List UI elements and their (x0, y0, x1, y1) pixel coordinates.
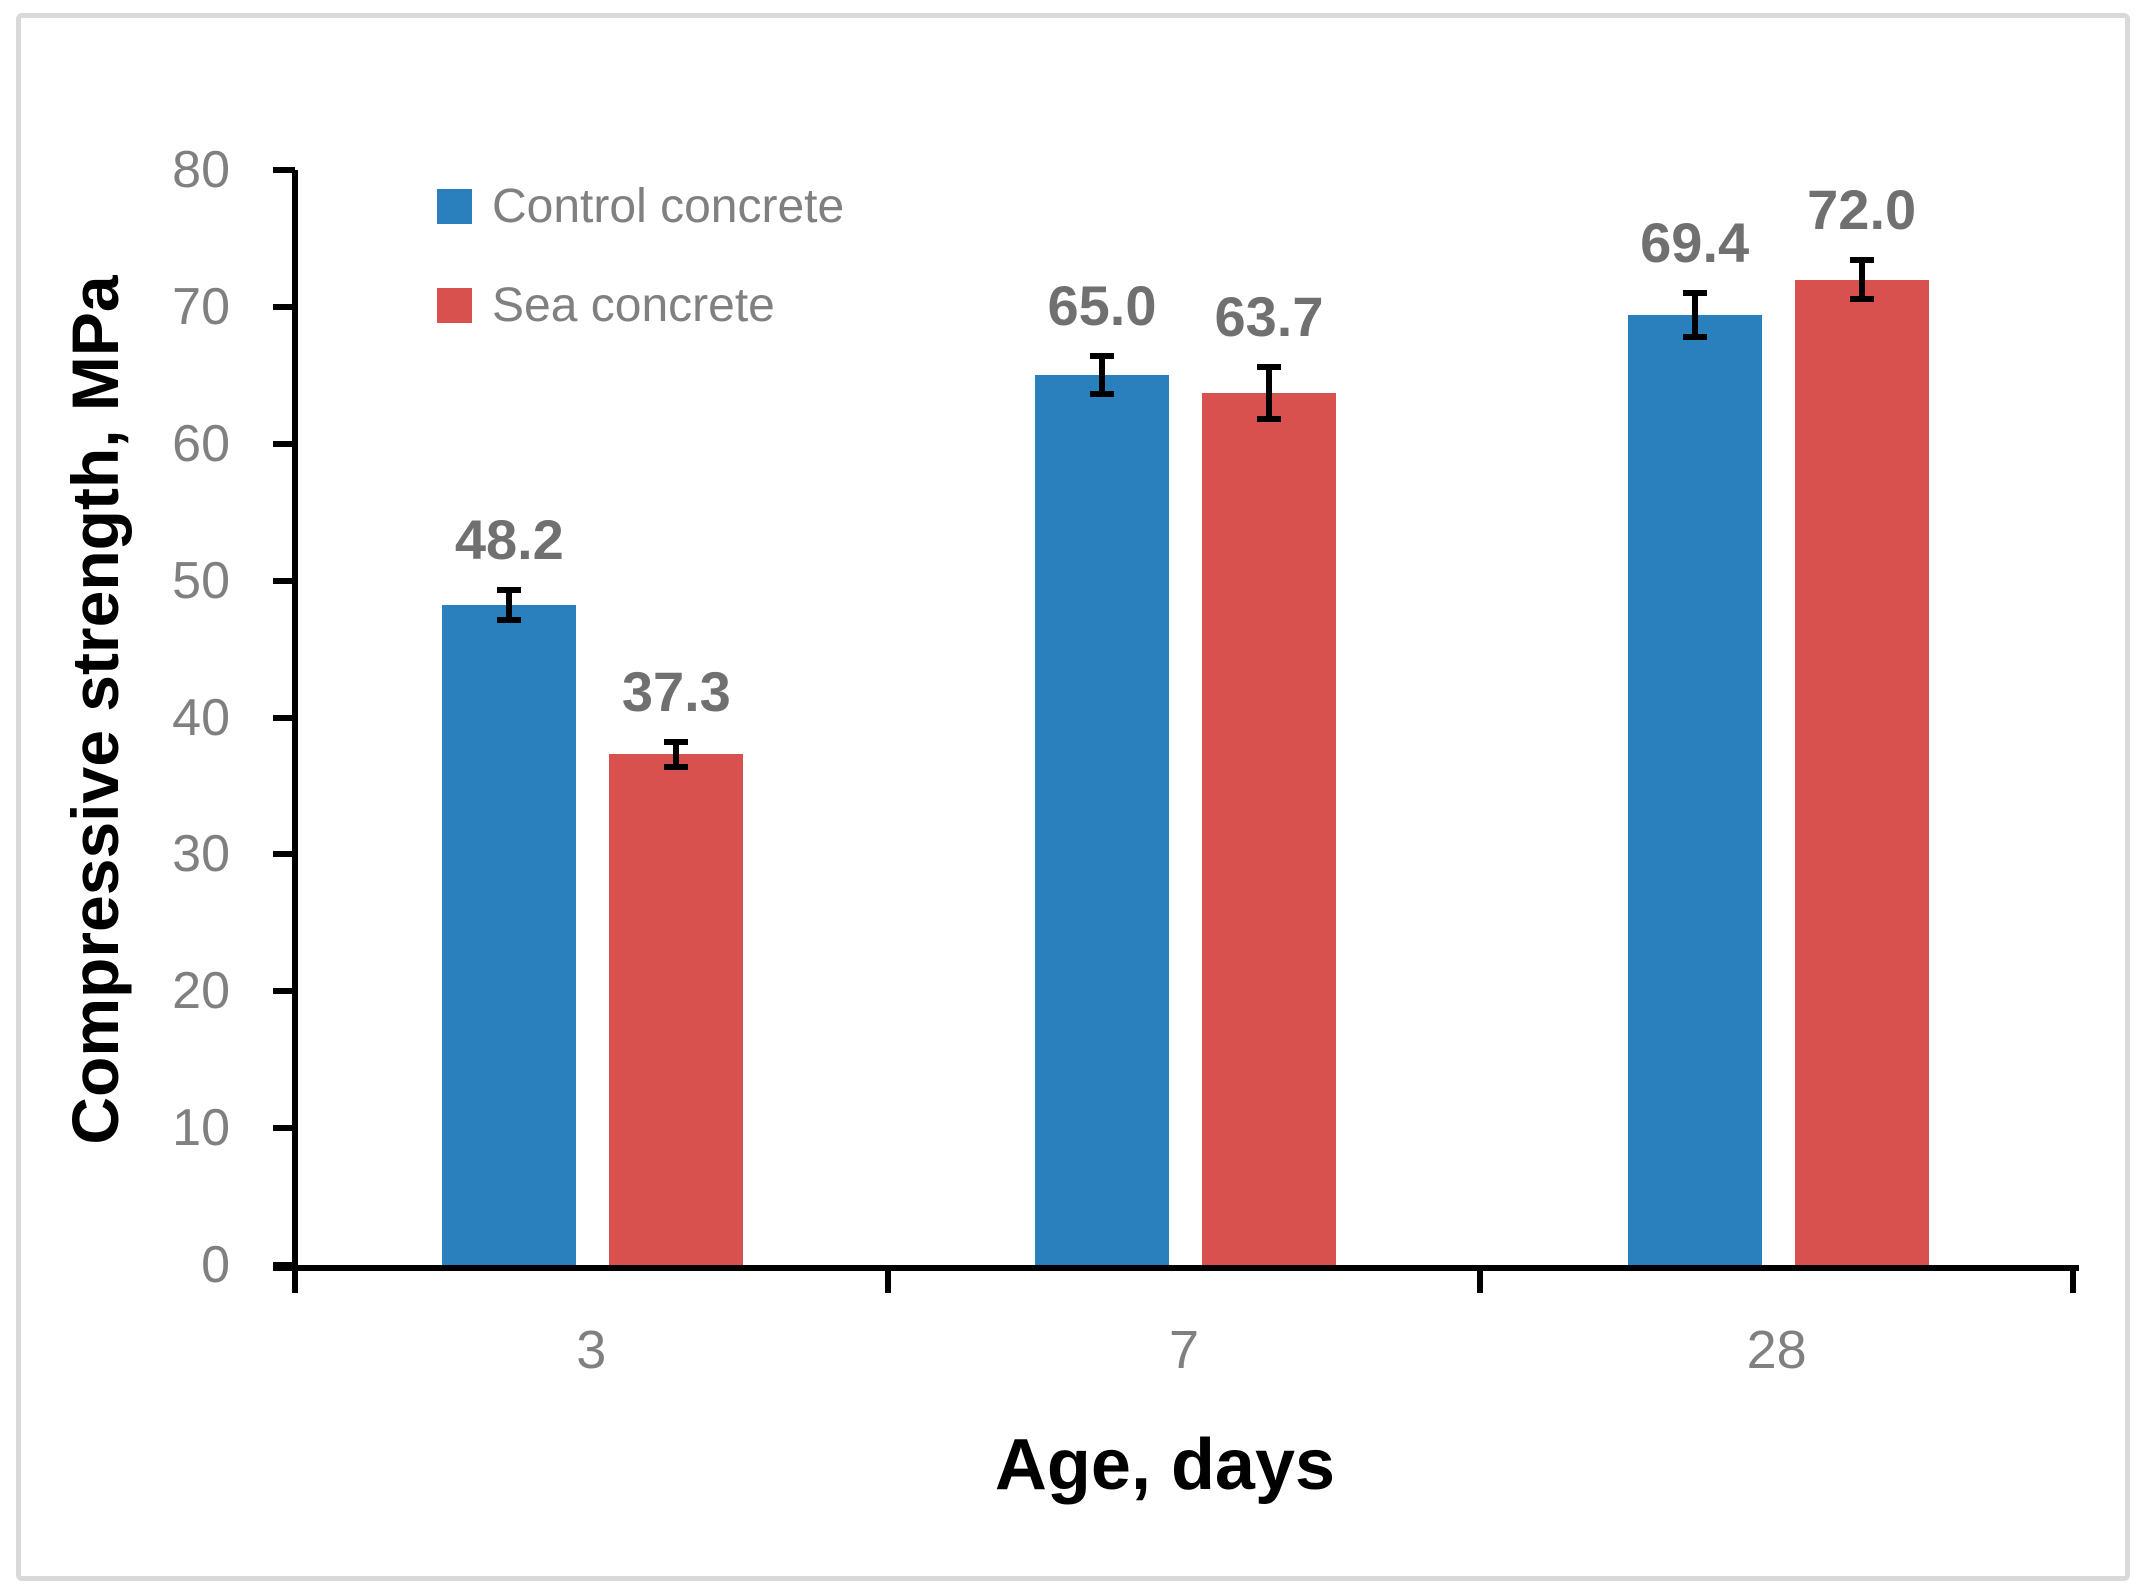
error-bar (506, 590, 513, 621)
error-bar (1691, 293, 1698, 337)
x-axis-title: Age, days (994, 1425, 1336, 1505)
y-axis-line (292, 170, 298, 1287)
error-bar-cap-bottom (1849, 295, 1874, 302)
bar (609, 754, 744, 1265)
bar-value-label: 69.4 (1640, 211, 1750, 275)
legend: Control concrete Sea concrete (437, 180, 844, 384)
x-tick-label: 28 (1746, 1320, 1807, 1380)
legend-swatch-control-icon (437, 188, 472, 224)
x-tick (884, 1265, 891, 1293)
x-tick (2070, 1265, 2076, 1293)
error-bar-cap-top (1257, 364, 1281, 371)
y-tick-label: 10 (172, 1099, 230, 1158)
error-bar-cap-top (664, 739, 689, 746)
error-bar-cap-bottom (664, 763, 689, 770)
y-tick (273, 1125, 295, 1132)
y-tick-label: 20 (172, 962, 230, 1021)
bar (1627, 315, 1762, 1265)
legend-item-control-concrete: Control concrete (437, 180, 844, 233)
error-bar (1099, 356, 1105, 395)
x-tick (1477, 1265, 1484, 1293)
legend-swatch-sea-icon (437, 287, 472, 323)
y-tick-label: 50 (172, 551, 230, 610)
x-axis-line (273, 1265, 2079, 1271)
bar-value-label: 37.3 (621, 660, 731, 724)
error-bar (1858, 260, 1865, 299)
y-tick-label: 70 (172, 277, 230, 336)
y-tick (273, 303, 295, 310)
y-tick-label: 80 (172, 141, 230, 199)
error-bar-cap-top (1682, 290, 1707, 297)
bar (1035, 375, 1169, 1265)
error-bar-cap-bottom (1257, 416, 1281, 423)
x-tick-label: 7 (1168, 1320, 1200, 1380)
error-bar-cap-top (1090, 353, 1114, 360)
y-tick (273, 1262, 295, 1268)
legend-item-sea-concrete: Sea concrete (437, 279, 844, 332)
y-tick (273, 577, 295, 584)
error-bar-cap-top (497, 587, 522, 594)
y-tick (273, 167, 295, 173)
y-tick-label: 40 (172, 688, 230, 747)
y-tick-label: 0 (201, 1236, 230, 1294)
error-bar-cap-top (1849, 257, 1874, 264)
bar-value-label: 63.7 (1214, 285, 1324, 349)
bar (1202, 393, 1336, 1265)
error-bar-cap-bottom (1090, 391, 1114, 398)
y-tick (273, 988, 295, 995)
bar-value-label: 72.0 (1807, 178, 1917, 242)
legend-label: Sea concrete (492, 278, 775, 332)
bar-value-label: 65.0 (1047, 274, 1157, 338)
y-tick-label: 60 (172, 414, 230, 473)
y-tick (273, 851, 295, 858)
error-bar (673, 742, 680, 767)
y-axis-title: Compressive strength, MPa (58, 275, 132, 1145)
y-tick (273, 714, 295, 721)
x-tick-label: 3 (576, 1320, 607, 1380)
bar (1794, 279, 1929, 1265)
error-bar-cap-bottom (1682, 333, 1707, 340)
x-tick (292, 1265, 298, 1293)
legend-label: Control concrete (492, 179, 845, 233)
y-tick-label: 30 (172, 825, 230, 884)
bar (442, 605, 577, 1265)
error-bar (1266, 367, 1272, 420)
y-tick (273, 440, 295, 447)
figure-border (16, 13, 2130, 1581)
error-bar-cap-bottom (497, 617, 522, 624)
bar-value-label: 48.2 (454, 508, 564, 572)
